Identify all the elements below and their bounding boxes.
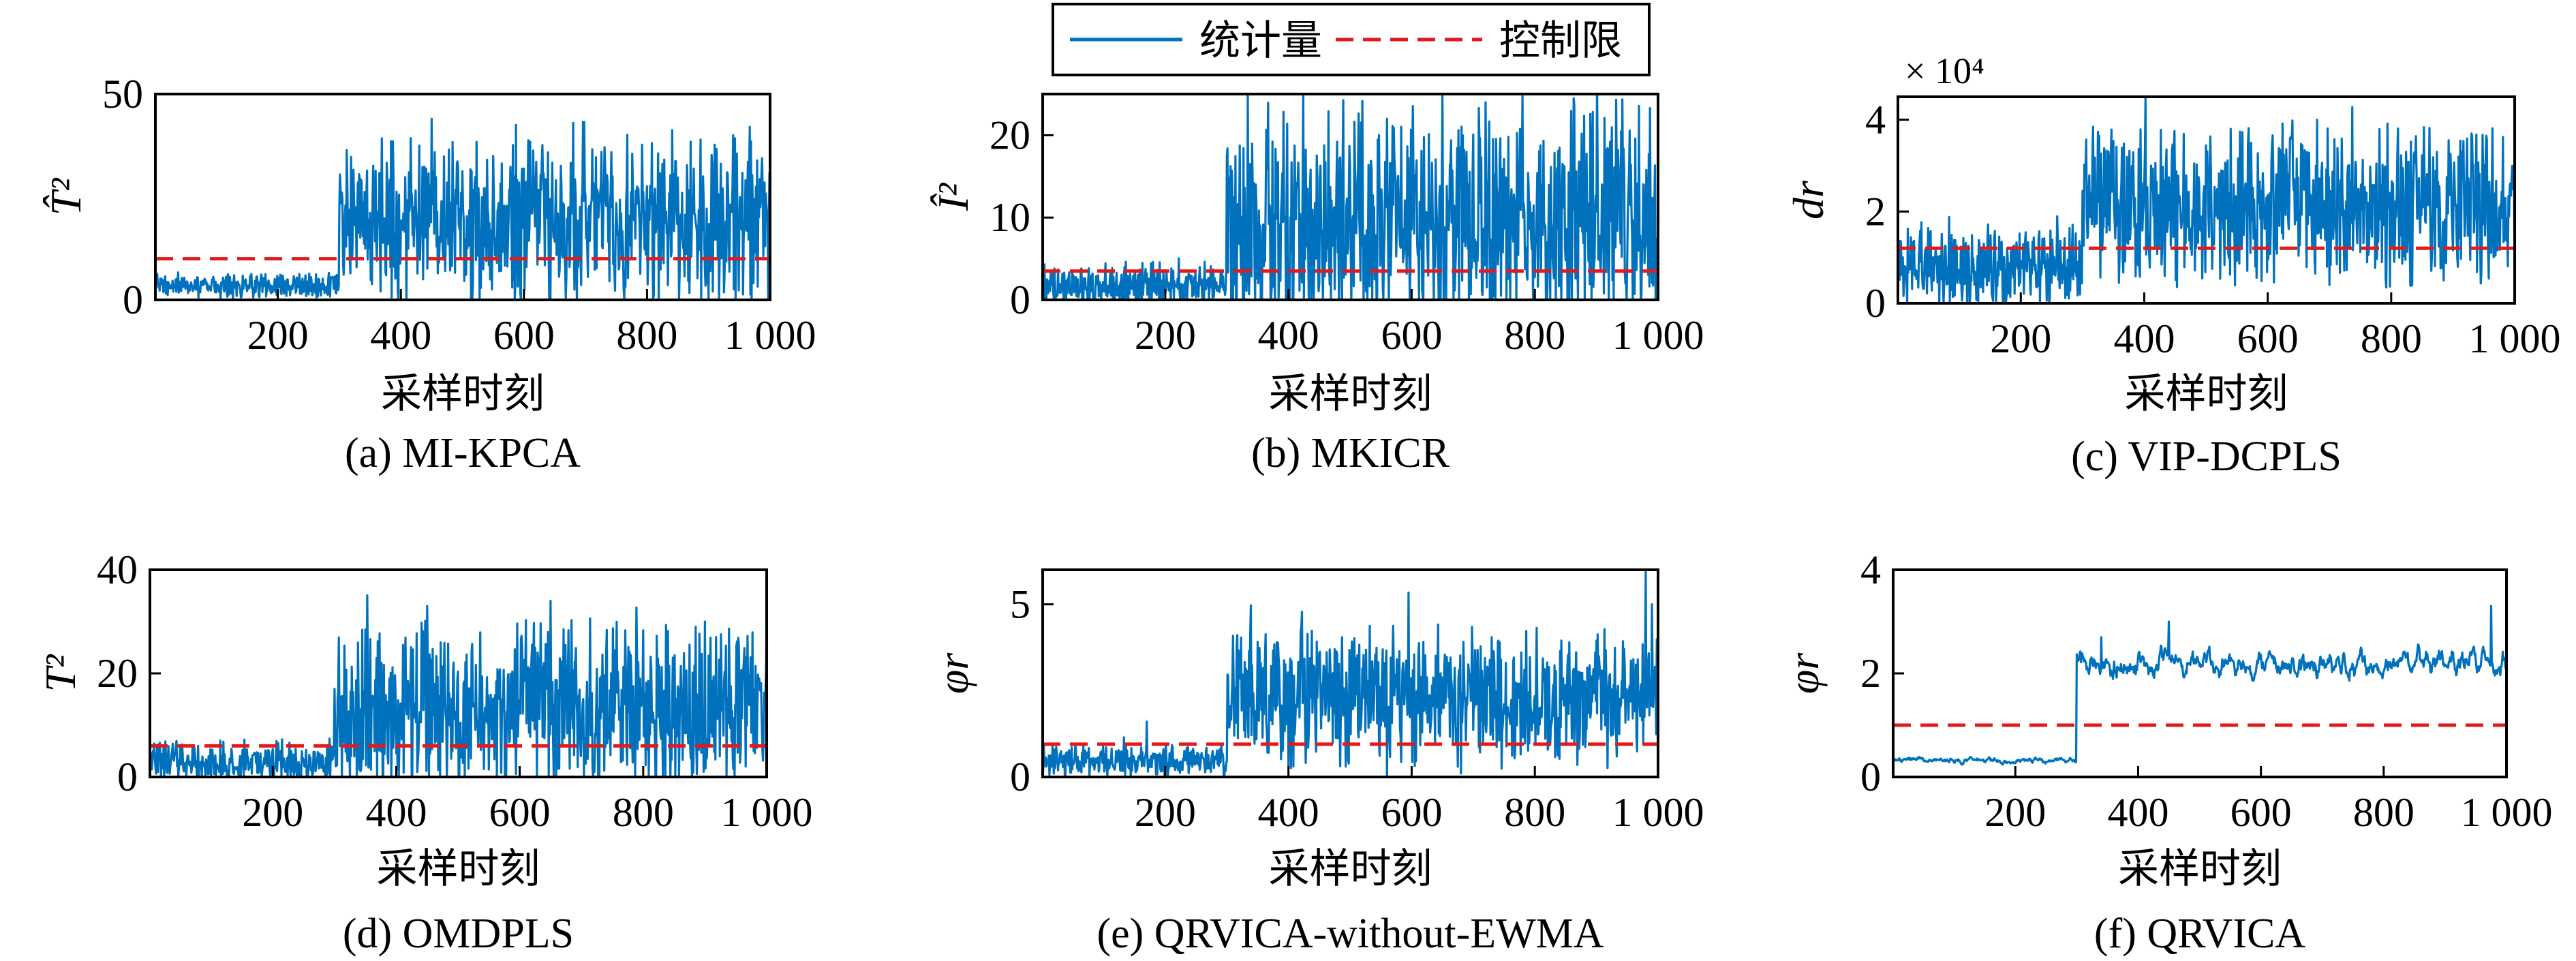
x-axis-label-b: 采样时刻 xyxy=(1269,370,1432,418)
x-tick-label-c: 600 xyxy=(2237,316,2299,361)
y-axis-label-f: φr xyxy=(1779,652,1828,694)
y-axis-label-a: T̂² xyxy=(42,177,90,216)
panel-e: 200 400 600 800 1 000 0 5 φr 采样时刻 (e) QRVICA-with… xyxy=(929,568,1704,957)
legend-series-label: 统计量 xyxy=(1199,17,1322,65)
panel-a: 200 400 600 800 1 000 0 50 T̂² 采样时刻 (a) MI-KPCA xyxy=(42,72,816,476)
x-tick-label-e: 400 xyxy=(1258,790,1319,835)
x-tick-label-b: 200 xyxy=(1135,313,1196,358)
x-axis-label-e: 采样时刻 xyxy=(1269,845,1432,893)
panel-caption-d: (d) OMDPLS xyxy=(343,911,574,957)
legend-limit-label: 控制限 xyxy=(1499,17,1622,65)
x-axis-label-d: 采样时刻 xyxy=(377,845,540,893)
y-tick-label-b: 10 xyxy=(990,195,1030,240)
statistic-series-e xyxy=(1043,570,1658,777)
legend: 统计量 控制限 xyxy=(1052,3,1651,76)
x-tick-label-d: 400 xyxy=(365,790,427,835)
y-tick-label-d: 0 xyxy=(117,754,138,799)
y-tick-label-a: 0 xyxy=(123,277,143,322)
x-tick-label-b: 400 xyxy=(1258,313,1319,358)
y-tick-label-e: 5 xyxy=(1010,582,1030,627)
x-tick-label-c: 200 xyxy=(1990,316,2051,361)
x-tick-label-d: 1 000 xyxy=(721,790,813,835)
x-axis-label-f: 采样时刻 xyxy=(2118,845,2282,893)
y-tick-label-b: 0 xyxy=(1010,277,1030,322)
x-tick-label-d: 800 xyxy=(613,790,674,835)
y-tick-label-a: 50 xyxy=(102,72,143,117)
statistic-series-a xyxy=(155,117,770,300)
x-tick-label-e: 800 xyxy=(1504,790,1565,835)
panel-caption-e: (e) QRVICA-without-EWMA xyxy=(1097,911,1604,957)
x-tick-label-f: 400 xyxy=(2107,790,2168,835)
x-tick-label-d: 600 xyxy=(489,790,551,835)
x-tick-label-a: 800 xyxy=(616,313,677,358)
y-axis-label-d: T² xyxy=(36,654,85,692)
panel-caption-a: (a) MI-KPCA xyxy=(345,430,581,476)
panel-caption-c: (c) VIP-DCPLS xyxy=(2071,433,2342,480)
statistic-series-c xyxy=(1898,97,2515,303)
x-tick-label-a: 1 000 xyxy=(724,313,816,358)
x-tick-label-e: 1 000 xyxy=(1612,790,1704,835)
x-tick-label-a: 600 xyxy=(493,313,555,358)
y-tick-label-e: 0 xyxy=(1010,754,1030,799)
x-tick-label-f: 600 xyxy=(2230,790,2292,835)
panel-f: 200 400 600 800 1 000 0 2 4 φr 采样时刻 (f) QRVICA xyxy=(1779,547,2553,957)
x-tick-label-e: 600 xyxy=(1381,790,1442,835)
panel-caption-f: (f) QRVICA xyxy=(2094,911,2305,957)
y-tick-label-c: 0 xyxy=(1865,281,1886,326)
y-tick-label-c: 2 xyxy=(1865,189,1886,234)
x-tick-label-c: 800 xyxy=(2361,316,2422,361)
x-tick-label-c: 400 xyxy=(2113,316,2175,361)
x-tick-label-f: 200 xyxy=(1984,790,2046,835)
y-tick-label-b: 20 xyxy=(990,112,1030,157)
plot-frame-c xyxy=(1897,95,2516,305)
x-tick-label-a: 400 xyxy=(370,313,431,358)
x-axis-label-a: 采样时刻 xyxy=(381,370,545,418)
plot-frame-f xyxy=(1892,568,2508,778)
panel-caption-b: (b) MKICR xyxy=(1251,430,1450,476)
y-tick-label-f: 0 xyxy=(1860,754,1881,799)
statistic-series-d xyxy=(150,594,767,777)
y-axis-label-b: Î² xyxy=(929,182,977,211)
x-tick-label-c: 1 000 xyxy=(2469,316,2561,361)
x-axis-label-c: 采样时刻 xyxy=(2125,370,2288,418)
statistic-series-f xyxy=(1893,605,2506,766)
plot-frame-e xyxy=(1041,568,1659,778)
y-axis-label-c: dr xyxy=(1784,180,1833,219)
plot-frame-a xyxy=(154,93,771,301)
panel-c: 200 400 600 800 1 000 0 2 4 × 10⁴ dr 采样时刻 (c) VIP-D… xyxy=(1784,50,2561,480)
y-axis-label-e: φr xyxy=(929,652,977,694)
x-tick-label-a: 200 xyxy=(247,313,309,358)
x-tick-label-b: 800 xyxy=(1504,313,1565,358)
y-multiplier-c: × 10⁴ xyxy=(1905,50,1984,91)
statistic-series-b xyxy=(1043,94,1658,300)
x-tick-label-e: 200 xyxy=(1135,790,1196,835)
panel-b: 200 400 600 800 1 000 0 10 20 Î² 采样时刻 (b) MKICR xyxy=(929,93,1704,476)
x-tick-label-f: 1 000 xyxy=(2461,790,2553,835)
y-tick-label-d: 20 xyxy=(97,651,138,696)
y-tick-label-f: 4 xyxy=(1860,547,1881,592)
x-tick-label-b: 1 000 xyxy=(1612,313,1704,358)
y-tick-label-d: 40 xyxy=(97,547,138,592)
x-tick-label-f: 800 xyxy=(2353,790,2414,835)
y-tick-label-f: 2 xyxy=(1860,651,1881,696)
panel-d: 200 400 600 800 1 000 0 20 40 T² 采样时刻 (d) OMDPLS xyxy=(36,547,813,957)
y-tick-label-c: 4 xyxy=(1865,97,1886,142)
x-tick-label-b: 600 xyxy=(1381,313,1442,358)
plot-frame-b xyxy=(1041,93,1659,301)
x-tick-label-d: 200 xyxy=(242,790,303,835)
